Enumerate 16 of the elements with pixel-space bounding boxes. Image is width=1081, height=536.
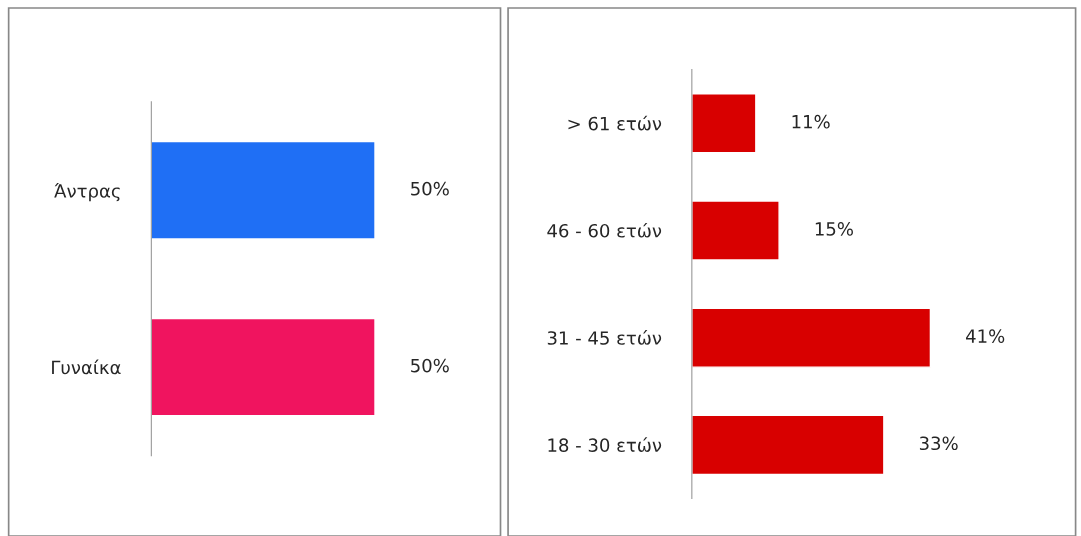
data-label: 33% [919, 436, 958, 451]
data-label: 15% [815, 222, 853, 236]
bar [691, 307, 932, 368]
bar [691, 200, 780, 261]
bar [691, 93, 757, 154]
y-tick-label: 31 - 45 ετών [547, 330, 662, 345]
y-tick-label: > 61 ετών [568, 115, 662, 131]
data-label: 50% [411, 358, 449, 373]
bar [691, 414, 885, 476]
data-label: 50% [411, 181, 449, 196]
y-tick-label: 18 - 30 ετών [548, 437, 662, 452]
y-tick-label: 46 - 60 ετών [547, 222, 662, 238]
data-label: 41% [966, 329, 1005, 343]
y-tick-label: Άντρας [54, 183, 120, 202]
data-label: 11% [792, 114, 830, 129]
y-tick-label: Γυναίκα [52, 359, 121, 375]
